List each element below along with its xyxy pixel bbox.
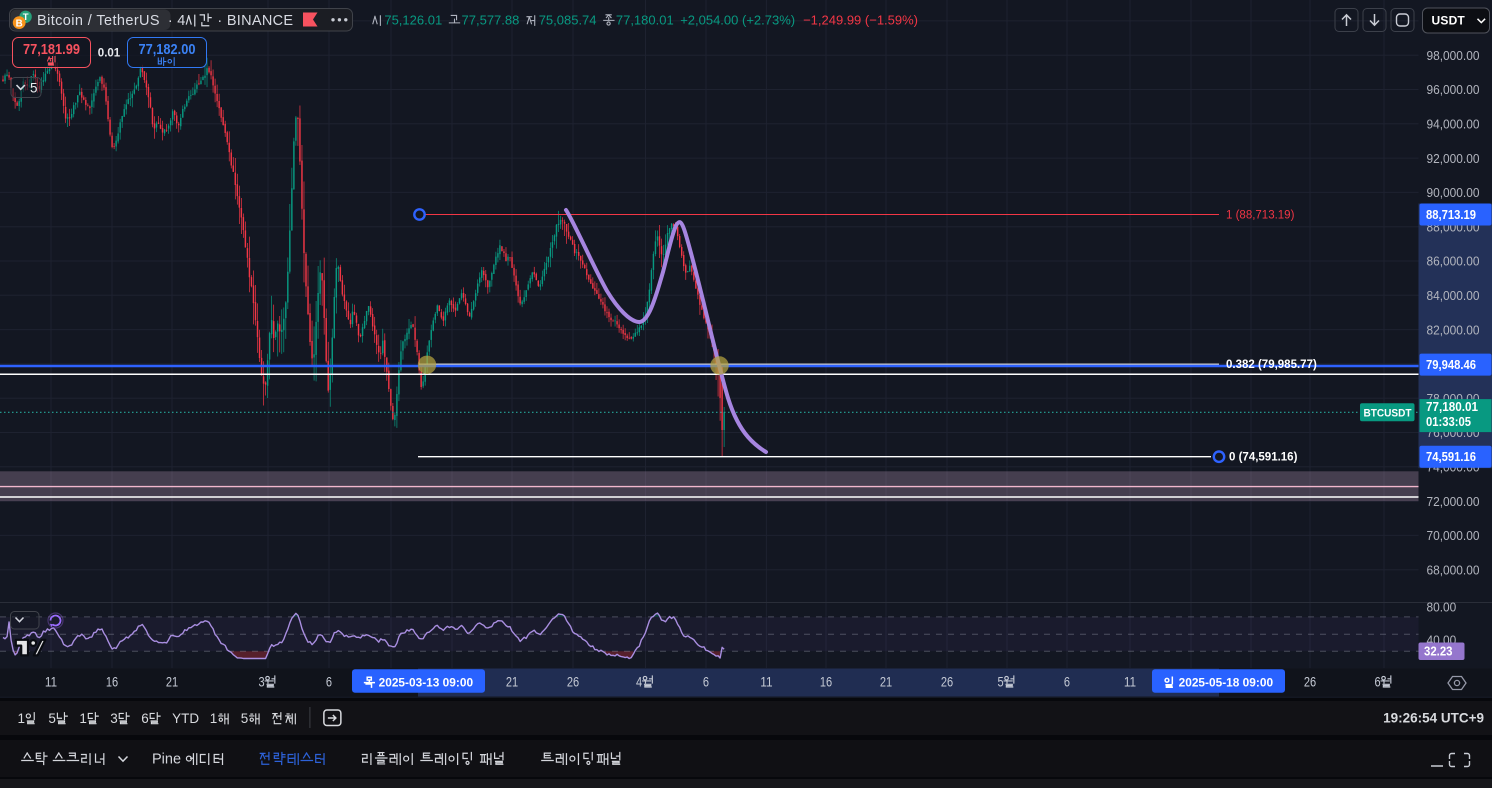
svg-text:1 (88,713.19): 1 (88,713.19) (1226, 209, 1295, 221)
svg-text:88,713.19: 88,713.19 (1426, 208, 1476, 222)
svg-text:86,000.00: 86,000.00 (1427, 254, 1480, 269)
svg-text:T: T (23, 12, 29, 23)
svg-text:5: 5 (998, 674, 1004, 689)
svg-text:2025-05-18 09:00: 2025-05-18 09:00 (1179, 676, 1274, 690)
svg-text:B: B (16, 18, 23, 29)
svg-text:68,000.00: 68,000.00 (1427, 562, 1480, 577)
svg-text:1: 1 (18, 711, 26, 726)
svg-text:BTCUSDT: BTCUSDT (1364, 408, 1412, 420)
svg-text:YTD: YTD (172, 711, 199, 726)
svg-text:16: 16 (820, 674, 832, 689)
svg-text:Bitcoin / TetherUS: Bitcoin / TetherUS (37, 13, 160, 29)
svg-text:4: 4 (636, 674, 643, 689)
svg-text:75,126.01: 75,126.01 (384, 13, 442, 28)
svg-text:75,085.74: 75,085.74 (539, 13, 597, 28)
svg-text:0 (74,591.16): 0 (74,591.16) (1229, 452, 1298, 464)
svg-text:1: 1 (210, 711, 218, 726)
svg-text:6: 6 (326, 674, 332, 689)
svg-text:· BINANCE: · BINANCE (217, 13, 293, 29)
svg-text:21: 21 (166, 674, 178, 689)
svg-text:6: 6 (1064, 674, 1070, 689)
svg-text:82,000.00: 82,000.00 (1427, 322, 1480, 337)
svg-text:77,577.88: 77,577.88 (462, 13, 520, 28)
svg-text:77,182.00: 77,182.00 (139, 42, 196, 58)
svg-text:19:26:54 UTC+9: 19:26:54 UTC+9 (1383, 711, 1484, 726)
svg-text:26: 26 (1304, 674, 1316, 689)
svg-text:84,000.00: 84,000.00 (1427, 288, 1480, 303)
svg-text:6: 6 (703, 674, 709, 689)
svg-text:11: 11 (1124, 674, 1136, 689)
svg-text:01:33:05: 01:33:05 (1426, 415, 1471, 429)
svg-text:80.00: 80.00 (1427, 600, 1457, 615)
svg-text:26: 26 (941, 674, 953, 689)
svg-text:26: 26 (567, 674, 579, 689)
svg-text:3: 3 (259, 674, 265, 689)
svg-text:0.01: 0.01 (98, 48, 121, 60)
svg-text:77,180.01: 77,180.01 (1426, 399, 1478, 414)
svg-text:21: 21 (506, 674, 518, 689)
svg-text:74,591.16: 74,591.16 (1426, 450, 1476, 464)
svg-text:−1,249.99 (−1.59%): −1,249.99 (−1.59%) (803, 13, 918, 28)
svg-text:1: 1 (79, 711, 87, 726)
svg-text:72,000.00: 72,000.00 (1427, 494, 1480, 509)
svg-text:+2,054.00 (+2.73%): +2,054.00 (+2.73%) (680, 13, 795, 28)
svg-text:5: 5 (48, 711, 56, 726)
svg-text:5: 5 (30, 81, 38, 96)
svg-text:98,000.00: 98,000.00 (1427, 48, 1480, 63)
svg-text:94,000.00: 94,000.00 (1427, 117, 1480, 132)
svg-text:90,000.00: 90,000.00 (1427, 185, 1480, 200)
svg-text:16: 16 (106, 674, 118, 689)
svg-text:11: 11 (45, 674, 57, 689)
svg-text:21: 21 (880, 674, 892, 689)
svg-text:USDT: USDT (1432, 14, 1466, 28)
svg-text:6: 6 (1375, 674, 1381, 689)
svg-text:32.23: 32.23 (1424, 645, 1453, 659)
svg-text:6: 6 (141, 711, 149, 726)
svg-text:Pine: Pine (152, 752, 181, 768)
svg-text:77,181.99: 77,181.99 (23, 42, 80, 58)
svg-text:70,000.00: 70,000.00 (1427, 528, 1480, 543)
svg-text:· 4: · 4 (168, 13, 186, 29)
svg-text:77,180.01: 77,180.01 (616, 13, 674, 28)
svg-text:0.382 (79,985.77): 0.382 (79,985.77) (1226, 359, 1317, 371)
svg-text:5: 5 (241, 711, 249, 726)
svg-text:92,000.00: 92,000.00 (1427, 151, 1480, 166)
svg-text:2025-03-13 09:00: 2025-03-13 09:00 (379, 676, 474, 690)
svg-text:3: 3 (110, 711, 118, 726)
svg-text:96,000.00: 96,000.00 (1427, 82, 1480, 97)
svg-text:79,948.46: 79,948.46 (1426, 358, 1476, 372)
svg-text:11: 11 (760, 674, 772, 689)
